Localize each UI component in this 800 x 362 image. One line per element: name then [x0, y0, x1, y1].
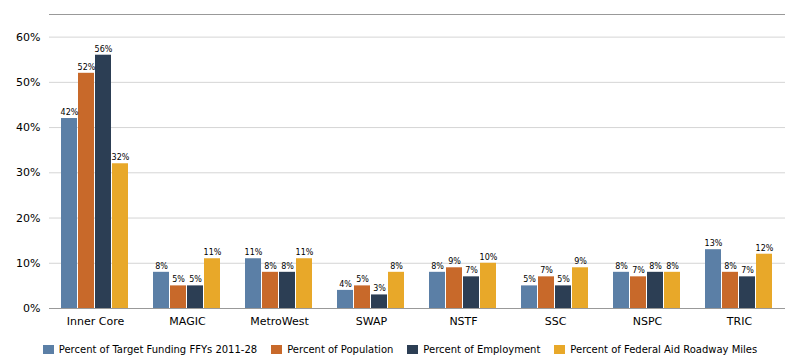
svg-text:42%: 42% — [61, 108, 79, 117]
svg-text:52%: 52% — [78, 63, 96, 72]
svg-text:MetroWest: MetroWest — [250, 315, 309, 328]
svg-text:8%: 8% — [431, 262, 444, 271]
svg-text:8%: 8% — [390, 262, 403, 271]
svg-text:SWAP: SWAP — [356, 315, 388, 328]
svg-text:7%: 7% — [741, 266, 754, 275]
svg-text:11%: 11% — [296, 248, 314, 257]
svg-text:5%: 5% — [523, 275, 536, 284]
svg-text:10%: 10% — [16, 257, 40, 270]
svg-text:8%: 8% — [281, 262, 294, 271]
svg-text:60%: 60% — [16, 31, 40, 44]
svg-text:20%: 20% — [16, 212, 40, 225]
svg-text:32%: 32% — [112, 153, 130, 162]
svg-text:TRIC: TRIC — [726, 315, 753, 328]
svg-text:9%: 9% — [574, 257, 587, 266]
svg-text:SSC: SSC — [545, 315, 567, 328]
html-text:Percent of Target Funding FFYs: Percent of Target Funding FFYs 2011-28 — [58, 343, 258, 355]
svg-text:8%: 8% — [264, 262, 277, 271]
svg-text:MAGIC: MAGIC — [169, 315, 206, 328]
html-text:Percent of Population: Percent of Population — [287, 343, 394, 355]
svg-text:12%: 12% — [756, 244, 774, 253]
svg-text:11%: 11% — [204, 248, 222, 257]
svg-text:NSPC: NSPC — [633, 315, 663, 328]
svg-text:8%: 8% — [649, 262, 662, 271]
svg-text:Inner Core: Inner Core — [67, 315, 125, 328]
svg-text:8%: 8% — [615, 262, 628, 271]
svg-text:13%: 13% — [705, 239, 723, 248]
svg-text:10%: 10% — [480, 253, 498, 262]
html-text:Percent of Federal Aid Roadway: Percent of Federal Aid Roadway Miles — [570, 343, 758, 355]
svg-text:30%: 30% — [16, 166, 40, 179]
svg-text:0%: 0% — [23, 302, 40, 315]
svg-text:3%: 3% — [373, 284, 386, 293]
svg-text:8%: 8% — [724, 262, 737, 271]
svg-text:7%: 7% — [465, 266, 478, 275]
svg-text:4%: 4% — [339, 280, 352, 289]
svg-text:40%: 40% — [16, 121, 40, 134]
svg-text:8%: 8% — [666, 262, 679, 271]
svg-text:8%: 8% — [155, 262, 168, 271]
svg-text:5%: 5% — [557, 275, 570, 284]
svg-text:7%: 7% — [632, 266, 645, 275]
svg-text:56%: 56% — [95, 45, 113, 54]
svg-text:9%: 9% — [448, 257, 461, 266]
svg-text:11%: 11% — [245, 248, 263, 257]
svg-text:5%: 5% — [172, 275, 185, 284]
svg-text:5%: 5% — [189, 275, 202, 284]
svg-text:7%: 7% — [540, 266, 553, 275]
html-text:Percent of Employment: Percent of Employment — [423, 343, 541, 355]
svg-text:NSTF: NSTF — [449, 315, 477, 328]
svg-text:50%: 50% — [16, 76, 40, 89]
svg-text:5%: 5% — [356, 275, 369, 284]
